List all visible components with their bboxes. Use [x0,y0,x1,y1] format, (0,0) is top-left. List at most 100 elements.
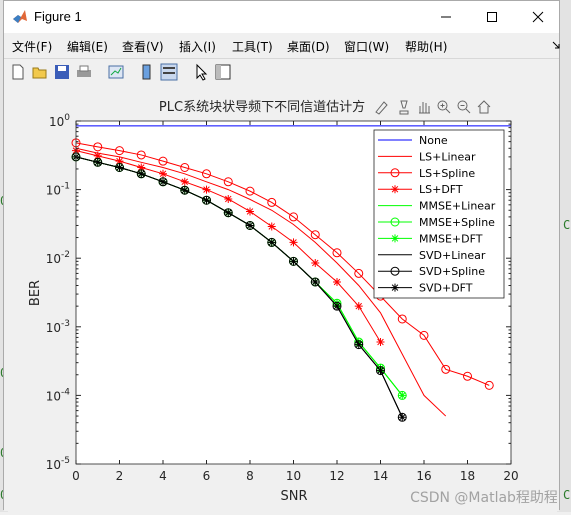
legend-label: LS+DFT [419,183,463,196]
figure-toolbar [4,58,559,88]
menu-tools[interactable]: 工具(T) [232,40,273,54]
x-tick-label: 2 [116,469,124,483]
data-point-marker [180,162,190,172]
data-point-marker [137,163,146,172]
data-point-marker [332,248,342,258]
maximize-button[interactable] [469,1,515,33]
y-axis-label: BER [28,280,43,306]
data-point-marker [137,169,146,178]
data-point-marker [354,268,364,278]
link-plot-icon[interactable] [107,63,125,81]
brush-icon[interactable] [375,101,388,115]
data-point-marker [354,340,363,349]
x-axis-label: SNR [280,489,307,504]
x-tick-label: 14 [373,469,388,483]
menu-window[interactable]: 窗口(W) [344,40,390,54]
property-inspector-icon[interactable] [214,63,232,81]
colorbar-icon[interactable] [138,63,156,81]
legend-marker [391,283,399,292]
data-point-marker [93,151,102,160]
background-right-edge [557,0,571,512]
data-point-marker [115,157,124,166]
menu-dock-arrow-icon[interactable] [552,41,560,49]
print-icon[interactable] [75,63,93,81]
y-tick-label: 10-2 [46,250,70,266]
data-point-marker [158,156,168,166]
background-text: C [563,218,571,232]
data-point-marker [289,238,298,247]
data-point-marker [93,158,102,167]
x-tick-label: 16 [416,469,431,483]
new-figure-icon[interactable] [9,63,27,81]
chart-title: PLC系统块状导频下不同信道估计方 [159,99,365,115]
data-point-marker [463,371,472,381]
x-tick-label: 0 [72,469,80,483]
legend-marker [391,234,399,243]
menu-insert[interactable]: 插入(I) [179,40,216,54]
figure-window: Figure 1 文件(F) 编辑(E) 查看(V) 插入(I) 工具(T) 桌… [3,0,560,511]
legend-label: LS+Spline [419,167,475,180]
data-tip-icon[interactable] [399,100,409,115]
minimize-icon [441,16,451,18]
legend-box [373,129,505,299]
menu-help[interactable]: 帮助(H) [405,40,448,54]
data-point-marker [180,186,189,195]
background-text: C [563,488,571,502]
close-button[interactable] [515,1,561,33]
series-line [75,147,447,417]
save-icon[interactable] [53,63,71,81]
title-bar[interactable]: Figure 1 [4,1,559,33]
y-tick-label: 10-4 [46,387,71,403]
data-point-marker [484,380,494,390]
figure-canvas: PLC系统块状导频下不同信道估计方 0 2 4 6 8 10 12 14 16 18 20 100 1… [4,87,559,511]
data-point-marker [245,186,255,196]
x-tick-label: 6 [203,469,211,483]
axes-toolbar [375,100,491,115]
zoom-in-icon[interactable] [437,100,451,114]
data-point-marker [159,169,167,178]
series-ls-spline [71,138,494,390]
legend[interactable]: None LS+Linear LS+Spline LS+DFT MMSE+Linear M… [373,129,505,299]
x-tick-label: 4 [159,469,167,483]
series-ls-linear [75,147,447,417]
open-file-icon[interactable] [31,63,49,81]
data-point-marker [289,257,298,266]
legend-label: MMSE+Spline [419,216,495,229]
data-point-marker [354,302,363,311]
x-tick-label: 10 [286,469,301,483]
data-point-marker [246,221,254,230]
data-point-marker [223,177,233,187]
data-point-marker [398,413,407,422]
data-point-marker [136,150,146,160]
ber-plot[interactable]: PLC系统块状导频下不同信道估计方 0 2 4 6 8 10 12 14 16 18 20 100 1… [4,87,558,511]
menu-file[interactable]: 文件(F) [12,40,53,54]
data-point-marker [202,185,211,194]
data-point-marker [224,194,233,203]
legend-marker [390,168,400,178]
minimize-button[interactable] [423,1,469,33]
data-point-marker [180,177,189,186]
legend-marker [391,185,399,194]
matlab-logo-icon [13,10,27,23]
legend-label: MMSE+Linear [419,200,496,213]
legend-icon[interactable] [160,63,178,81]
data-point-marker [115,163,124,172]
menu-edit[interactable]: 编辑(E) [67,40,108,54]
zoom-out-icon[interactable] [457,100,471,114]
legend-marker [390,266,400,276]
edit-plot-arrow-icon[interactable] [192,63,210,81]
menu-bar: 文件(F) 编辑(E) 查看(V) 插入(I) 工具(T) 桌面(D) 窗口(W… [4,33,560,57]
data-point-marker [441,364,451,374]
menu-desktop[interactable]: 桌面(D) [287,40,330,54]
menu-view[interactable]: 查看(V) [122,40,164,54]
y-tick-label: 100 [49,113,70,129]
legend-label: SVD+Spline [419,265,485,278]
home-icon[interactable] [477,100,491,114]
pan-icon[interactable] [419,102,430,114]
legend-label: SVD+Linear [419,249,486,262]
data-point-marker [289,212,298,222]
x-tick-label: 20 [503,469,518,483]
series-line [75,156,403,418]
maximize-icon [487,12,497,22]
x-tick-label: 18 [460,469,475,483]
